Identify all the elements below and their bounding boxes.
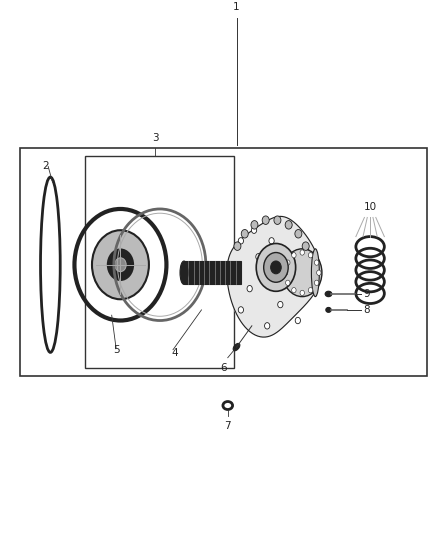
Text: 6: 6 — [220, 363, 227, 373]
Circle shape — [317, 270, 321, 276]
Circle shape — [286, 280, 290, 286]
Bar — [20, 148, 427, 376]
Ellipse shape — [180, 261, 188, 285]
Circle shape — [265, 322, 270, 329]
Circle shape — [234, 242, 241, 251]
Circle shape — [241, 230, 248, 238]
Circle shape — [256, 244, 296, 292]
Circle shape — [304, 248, 309, 255]
Ellipse shape — [325, 292, 332, 296]
Polygon shape — [227, 216, 321, 337]
Ellipse shape — [233, 343, 240, 351]
Circle shape — [295, 317, 300, 324]
Circle shape — [230, 264, 235, 271]
Circle shape — [264, 253, 288, 282]
Circle shape — [278, 301, 283, 308]
Text: 7: 7 — [224, 422, 231, 431]
Text: 9: 9 — [364, 289, 370, 299]
Circle shape — [300, 290, 304, 296]
Circle shape — [262, 216, 269, 224]
Circle shape — [251, 227, 257, 233]
Circle shape — [115, 258, 126, 272]
Bar — [85, 156, 234, 368]
Circle shape — [92, 230, 149, 299]
Circle shape — [108, 250, 133, 280]
Text: 5: 5 — [113, 345, 120, 355]
Circle shape — [271, 261, 281, 274]
Ellipse shape — [326, 308, 331, 312]
Circle shape — [308, 253, 313, 258]
Circle shape — [308, 287, 313, 293]
Circle shape — [269, 238, 274, 244]
Text: 3: 3 — [152, 133, 159, 142]
Bar — [184, 261, 241, 285]
Circle shape — [251, 221, 258, 229]
Text: 10: 10 — [364, 202, 377, 212]
Text: 8: 8 — [364, 305, 370, 315]
Circle shape — [286, 260, 290, 265]
Text: 4: 4 — [172, 348, 179, 358]
Circle shape — [314, 280, 319, 286]
Circle shape — [238, 306, 244, 313]
Circle shape — [302, 242, 309, 251]
Circle shape — [300, 250, 304, 255]
Circle shape — [238, 238, 244, 244]
Ellipse shape — [311, 249, 319, 296]
Circle shape — [247, 286, 252, 292]
Circle shape — [285, 221, 292, 229]
Circle shape — [314, 260, 319, 265]
Text: 2: 2 — [42, 161, 49, 171]
Text: 1: 1 — [233, 3, 240, 12]
Circle shape — [283, 270, 288, 276]
Circle shape — [295, 230, 302, 238]
Circle shape — [256, 254, 261, 260]
Circle shape — [283, 249, 322, 296]
Circle shape — [274, 216, 281, 224]
Circle shape — [292, 253, 296, 258]
Circle shape — [308, 286, 314, 292]
Circle shape — [286, 222, 292, 228]
Circle shape — [291, 270, 296, 276]
Circle shape — [292, 287, 296, 293]
